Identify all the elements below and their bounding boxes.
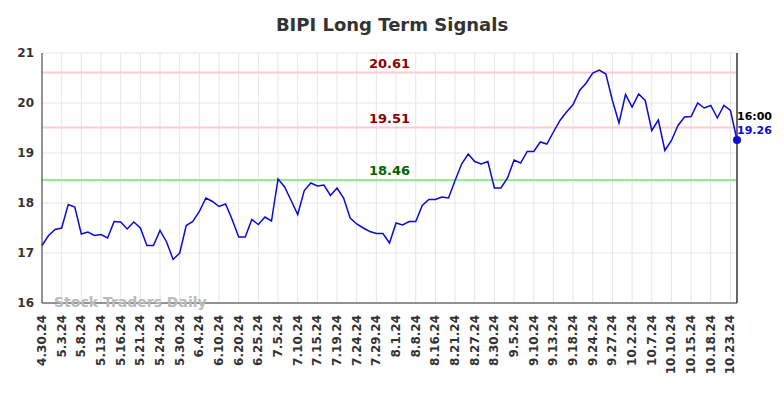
svg-text:21: 21 (17, 46, 34, 60)
svg-text:9.5.24: 9.5.24 (507, 315, 521, 358)
svg-text:9.10.24: 9.10.24 (527, 315, 541, 366)
svg-text:20.61: 20.61 (369, 56, 410, 71)
svg-text:7.5.24: 7.5.24 (271, 315, 285, 358)
svg-text:7.10.24: 7.10.24 (291, 315, 305, 366)
html-text:Stock Traders Daily: Stock Traders Daily (54, 294, 207, 310)
svg-text:6.25.24: 6.25.24 (251, 315, 265, 366)
svg-text:17: 17 (17, 246, 34, 260)
svg-text:7.29.24: 7.29.24 (369, 315, 383, 366)
svg-text:20: 20 (17, 96, 34, 110)
svg-text:8.21.24: 8.21.24 (448, 315, 462, 366)
svg-text:8.30.24: 8.30.24 (487, 315, 501, 366)
svg-text:5.16.24: 5.16.24 (114, 315, 128, 366)
html-text:BIPI Long Term Signals: BIPI Long Term Signals (275, 14, 509, 35)
svg-text:7.15.24: 7.15.24 (310, 315, 324, 366)
svg-text:16: 16 (17, 296, 34, 310)
svg-text:10.23.24: 10.23.24 (723, 315, 737, 374)
svg-text:10.10.24: 10.10.24 (664, 315, 678, 374)
svg-text:18.46: 18.46 (369, 163, 410, 178)
svg-text:16:00: 16:00 (737, 110, 772, 123)
svg-text:7.19.24: 7.19.24 (330, 315, 344, 366)
svg-text:10.15.24: 10.15.24 (684, 315, 698, 374)
svg-text:8.16.24: 8.16.24 (428, 315, 442, 366)
svg-text:6.4.24: 6.4.24 (192, 315, 206, 358)
svg-text:8.27.24: 8.27.24 (468, 315, 482, 366)
svg-text:8.8.24: 8.8.24 (409, 315, 423, 358)
svg-text:5.30.24: 5.30.24 (173, 315, 187, 366)
svg-text:5.21.24: 5.21.24 (133, 315, 147, 366)
svg-text:5.24.24: 5.24.24 (153, 315, 167, 366)
svg-text:9.18.24: 9.18.24 (566, 315, 580, 366)
svg-text:18: 18 (17, 196, 34, 210)
svg-text:19: 19 (17, 146, 34, 160)
svg-text:9.24.24: 9.24.24 (586, 315, 600, 366)
svg-text:5.3.24: 5.3.24 (55, 315, 69, 358)
svg-text:19.26: 19.26 (737, 124, 772, 137)
svg-text:5.8.24: 5.8.24 (74, 315, 88, 358)
svg-text:6.20.24: 6.20.24 (232, 315, 246, 366)
svg-text:5.13.24: 5.13.24 (94, 315, 108, 366)
svg-text:10.7.24: 10.7.24 (645, 315, 659, 366)
svg-text:19.51: 19.51 (369, 111, 410, 126)
svg-text:9.27.24: 9.27.24 (605, 315, 619, 366)
svg-text:10.18.24: 10.18.24 (704, 315, 718, 374)
svg-text:10.2.24: 10.2.24 (625, 315, 639, 366)
svg-text:4.30.24: 4.30.24 (35, 315, 49, 366)
svg-text:9.13.24: 9.13.24 (546, 315, 560, 366)
svg-text:8.1.24: 8.1.24 (389, 315, 403, 358)
svg-text:6.10.24: 6.10.24 (212, 315, 226, 366)
svg-text:7.24.24: 7.24.24 (350, 315, 364, 366)
